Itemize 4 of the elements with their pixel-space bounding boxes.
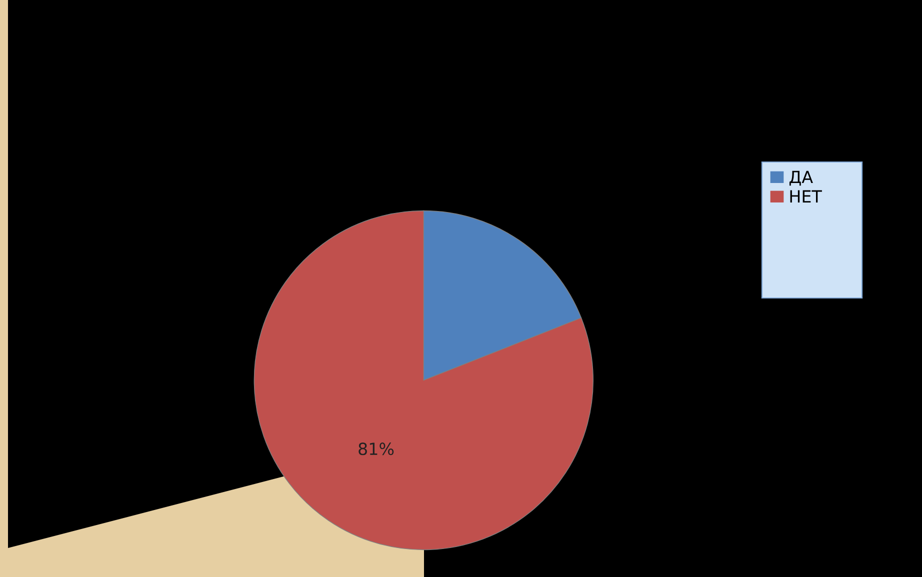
data-label: 81% (358, 442, 394, 456)
legend-label: НЕТ (790, 190, 822, 202)
pie-slice (254, 210, 594, 550)
legend-label: ДА (789, 170, 813, 186)
